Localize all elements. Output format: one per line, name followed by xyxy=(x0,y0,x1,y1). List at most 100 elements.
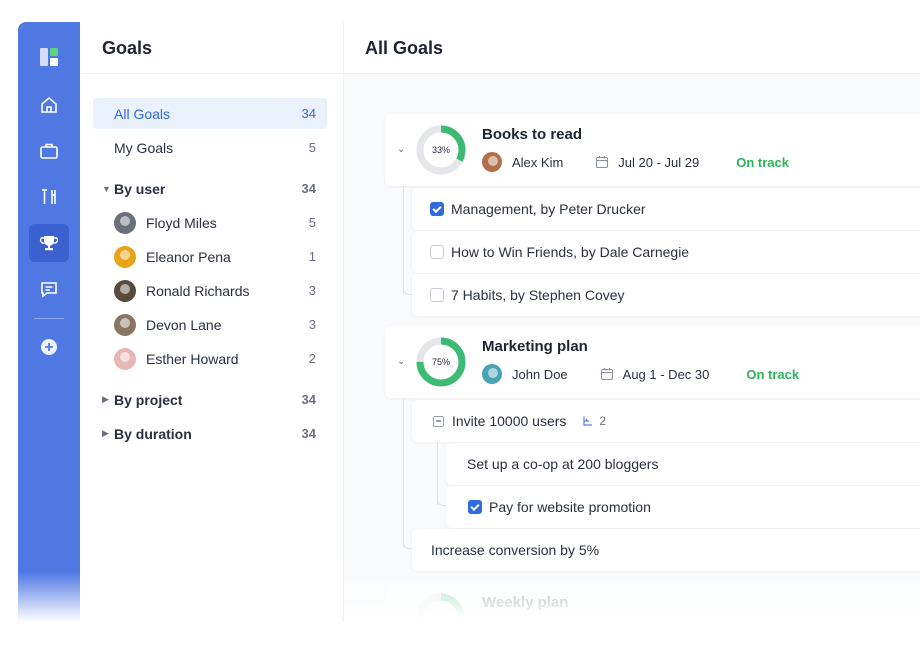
goals-list: ⌄ 33% Books to read Alex Kim Jul 20 - Ju… xyxy=(344,74,920,622)
task-row[interactable]: Increase conversion by 5% xyxy=(412,529,920,571)
briefcase-icon[interactable] xyxy=(29,132,69,170)
tree-connector xyxy=(403,285,413,295)
task-row[interactable]: Set up a co-op at 200 bloggers xyxy=(446,443,920,485)
avatar xyxy=(114,245,136,268)
tree-connector xyxy=(437,496,447,506)
tools-icon[interactable] xyxy=(29,178,69,216)
nav-count: 1 xyxy=(308,249,316,264)
goal-title[interactable]: Books to read xyxy=(482,126,583,143)
nav-label: By user xyxy=(114,180,166,197)
progress-ring xyxy=(416,337,466,387)
subtask-count: 2 xyxy=(582,414,606,428)
tree-connector xyxy=(403,398,404,548)
goal-meta: Alex Kim Jul 20 - Jul 29 On track xyxy=(482,152,789,172)
status-badge: On track xyxy=(736,154,789,170)
nav-group-by-duration[interactable]: ▶ By duration 34 xyxy=(93,418,327,449)
task-label: Invite 10000 users xyxy=(452,413,567,429)
progress-ring xyxy=(416,593,466,622)
tree-connector xyxy=(403,539,413,549)
nav-count: 34 xyxy=(301,392,316,407)
task-row[interactable]: Management, by Peter Drucker xyxy=(412,188,920,230)
main-header: All Goals xyxy=(344,22,920,74)
checkbox[interactable] xyxy=(430,288,444,302)
chevron-down-icon[interactable]: ⌄ xyxy=(397,356,406,367)
status-badge: On track xyxy=(746,366,800,382)
nav-label: By project xyxy=(114,391,183,408)
caret-right-icon: ▶ xyxy=(102,428,109,438)
nav-count: 2 xyxy=(308,351,316,366)
chat-icon[interactable] xyxy=(29,270,69,308)
goal-owner: Alex Kim xyxy=(512,154,564,170)
goal-meta: John Doe Aug 1 - Dec 30 On track xyxy=(482,364,799,384)
nav-all-goals[interactable]: All Goals 34 xyxy=(93,98,327,129)
calendar-icon xyxy=(596,156,609,169)
progress-percent: 75% xyxy=(431,357,450,367)
nav-label: Esther Howard xyxy=(146,350,239,367)
calendar-icon xyxy=(600,368,613,381)
goal-card-marketing-plan[interactable]: ⌄ 75% Marketing plan John Doe Aug 1 - De… xyxy=(385,326,920,398)
nav-group-by-user[interactable]: ▼ By user 34 xyxy=(93,173,327,204)
plus-circle-icon[interactable] xyxy=(29,328,69,366)
home-icon[interactable] xyxy=(29,86,69,124)
tree-connector xyxy=(437,442,438,505)
avatar xyxy=(114,211,136,234)
nav-label: Floyd Miles xyxy=(146,214,217,231)
goal-title[interactable]: Weekly plan xyxy=(482,594,569,611)
goal-dates[interactable]: Aug 1 - Dec 30 xyxy=(600,367,709,382)
nav-label: By duration xyxy=(114,425,192,442)
chevron-down-icon[interactable]: ⌄ xyxy=(397,144,406,155)
nav-count: 34 xyxy=(301,426,316,441)
main-area: All Goals ⌄ 33% Books to read Alex Kim J… xyxy=(344,22,920,622)
logo-icon[interactable] xyxy=(29,38,69,76)
goal-card-books-to-read[interactable]: ⌄ 33% Books to read Alex Kim Jul 20 - Ju… xyxy=(385,114,920,186)
avatar xyxy=(482,364,502,384)
nav-user-devon-lane[interactable]: Devon Lane 3 xyxy=(93,309,327,340)
chevron-down-icon[interactable]: ⌄ xyxy=(397,612,406,622)
goal-card-weekly-plan[interactable]: ⌄ Weekly plan xyxy=(385,582,920,622)
subtask-count-value: 2 xyxy=(599,414,607,428)
panel-title: Goals xyxy=(102,38,153,58)
task-row[interactable]: Pay for website promotion xyxy=(446,486,920,528)
avatar xyxy=(482,152,502,172)
checkbox-checked[interactable] xyxy=(430,202,444,216)
task-label: Management, by Peter Drucker xyxy=(451,201,646,217)
nav-user-floyd-miles[interactable]: Floyd Miles 5 xyxy=(93,207,327,238)
progress-ring xyxy=(416,125,466,175)
avatar xyxy=(114,347,136,370)
nav-count: 34 xyxy=(301,181,316,196)
nav-count: 5 xyxy=(308,140,316,155)
checkbox[interactable] xyxy=(430,245,444,259)
goal-dates[interactable]: Jul 20 - Jul 29 xyxy=(595,155,699,170)
task-label: Pay for website promotion xyxy=(489,499,651,515)
nav-label: My Goals xyxy=(114,139,174,156)
nav-group-by-project[interactable]: ▶ By project 34 xyxy=(93,384,327,415)
nav-user-eleanor-pena[interactable]: Eleanor Pena 1 xyxy=(93,241,327,272)
avatar xyxy=(114,313,136,336)
panel-header: Goals xyxy=(80,22,343,74)
goal-title[interactable]: Marketing plan xyxy=(482,338,588,355)
task-row[interactable]: Invite 10000 users 2 xyxy=(412,400,920,442)
caret-right-icon: ▶ xyxy=(102,394,109,404)
goals-panel: Goals All Goals 34 My Goals 5 ▼ By user … xyxy=(80,22,344,622)
nav-my-goals[interactable]: My Goals 5 xyxy=(93,132,327,163)
task-label: Set up a co-op at 200 bloggers xyxy=(467,456,659,472)
nav-user-esther-howard[interactable]: Esther Howard 2 xyxy=(93,343,327,374)
nav-count: 34 xyxy=(301,106,316,121)
checkbox-checked[interactable] xyxy=(468,500,482,514)
nav-label: Eleanor Pena xyxy=(146,248,231,265)
avatar xyxy=(114,279,136,302)
task-label: 7 Habits, by Stephen Covey xyxy=(451,287,625,303)
caret-down-icon: ▼ xyxy=(102,183,111,194)
nav-user-ronald-richards[interactable]: Ronald Richards 3 xyxy=(93,275,327,306)
task-row[interactable]: 7 Habits, by Stephen Covey xyxy=(412,274,920,316)
collapse-icon[interactable] xyxy=(433,415,444,427)
progress-percent: 33% xyxy=(431,145,450,155)
rail-divider xyxy=(34,318,64,319)
task-row[interactable]: How to Win Friends, by Dale Carnegie xyxy=(412,231,920,273)
goal-date-range: Jul 20 - Jul 29 xyxy=(618,154,700,170)
nav-count: 3 xyxy=(308,317,316,332)
subtasks-icon xyxy=(583,416,593,426)
task-label: How to Win Friends, by Dale Carnegie xyxy=(451,244,690,260)
trophy-icon[interactable] xyxy=(29,224,69,262)
task-label: Increase conversion by 5% xyxy=(431,542,600,558)
